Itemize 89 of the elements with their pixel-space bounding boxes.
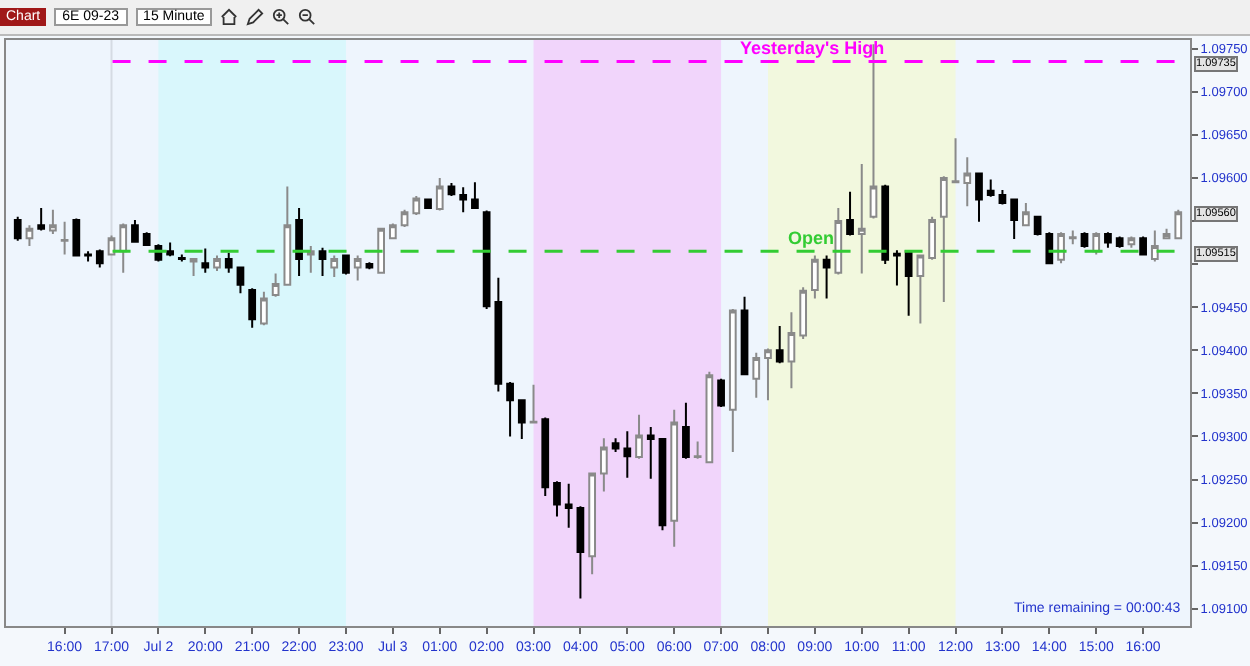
- candlestick: [775, 325, 784, 365]
- candlestick: [1127, 235, 1136, 249]
- candlestick: [682, 401, 690, 460]
- candlestick: [435, 176, 444, 212]
- candlestick: [37, 207, 46, 232]
- candlestick: [529, 383, 538, 425]
- candlestick: [342, 253, 350, 276]
- candlestick: [740, 295, 749, 377]
- candlestick: [646, 425, 655, 480]
- candlestick: [787, 311, 796, 390]
- candlestick: [623, 430, 632, 479]
- ref-line-label: Yesterday's High: [740, 38, 885, 58]
- candlestick: [893, 249, 901, 287]
- candlestick: [318, 246, 327, 278]
- candlestick: [201, 247, 210, 274]
- candlestick: [1115, 235, 1124, 249]
- candlestick: [49, 208, 57, 235]
- candlestick: [330, 254, 339, 278]
- candlestick: [553, 480, 561, 518]
- candlestick: [1150, 229, 1159, 263]
- candlestick: [95, 248, 104, 269]
- candlestick: [670, 408, 679, 548]
- candlestick: [25, 224, 34, 247]
- candlestick: [588, 471, 597, 576]
- candlestick: [13, 215, 22, 242]
- ref-line-label: Open: [788, 228, 835, 248]
- candlestick: [213, 254, 221, 272]
- candlestick: [998, 188, 1007, 206]
- candlestick: [1174, 208, 1183, 241]
- candlestick: [728, 307, 737, 453]
- candlestick: [177, 253, 186, 263]
- candlestick: [353, 254, 362, 282]
- candlestick: [857, 163, 866, 275]
- candlestick: [752, 351, 761, 399]
- candlestick: [1045, 231, 1054, 266]
- candlestick: [916, 253, 925, 325]
- candlestick: [377, 226, 385, 275]
- candlestick: [986, 178, 995, 198]
- candlestick: [60, 220, 69, 256]
- candlestick: [459, 186, 468, 214]
- candlestick: [541, 416, 550, 497]
- candlestick: [236, 265, 245, 295]
- candlestick: [224, 251, 233, 274]
- candlestick: [306, 244, 315, 274]
- candlestick: [576, 505, 585, 600]
- candlestick: [84, 250, 92, 263]
- candlestick: [599, 437, 608, 493]
- candlestick: [693, 440, 702, 460]
- candlestick: [799, 286, 808, 341]
- candlestick: [635, 413, 643, 460]
- candlestick: [834, 207, 843, 276]
- candlestick: [506, 381, 514, 438]
- candlestick: [119, 222, 128, 274]
- candlestick: [517, 398, 526, 440]
- candlestick: [717, 377, 725, 409]
- candlestick: [658, 437, 667, 532]
- candlestick: [72, 217, 81, 258]
- candlestick: [412, 194, 421, 216]
- candlestick: [131, 219, 139, 244]
- candlestick: [611, 437, 620, 453]
- candlestick: [705, 370, 714, 465]
- candlestick: [424, 197, 432, 210]
- candlestick: [142, 231, 151, 247]
- candlestick: [928, 215, 936, 261]
- candlestick: [822, 254, 831, 300]
- candlestick: [846, 190, 854, 237]
- candlestick: [963, 156, 972, 208]
- candlestick: [811, 254, 819, 300]
- candlestick: [939, 175, 948, 303]
- candlestick: [764, 347, 772, 402]
- candlestick: [1104, 231, 1112, 249]
- candlestick: [951, 137, 960, 185]
- candlestick: [189, 257, 198, 278]
- candlestick: [1010, 197, 1019, 241]
- candlestick: [1092, 231, 1101, 256]
- candlestick: [881, 183, 890, 266]
- candlestick: [471, 181, 479, 210]
- candlestick: [564, 482, 573, 529]
- candlestick: [166, 241, 174, 258]
- candlestick: [975, 171, 983, 223]
- candlestick: [388, 222, 397, 241]
- candlestick: [1068, 229, 1077, 246]
- candlestick: [904, 250, 913, 317]
- candlestick: [365, 261, 374, 271]
- candlestick: [295, 207, 303, 278]
- candlestick: [1139, 235, 1147, 257]
- candlestick: [248, 287, 257, 329]
- candlestick: [260, 290, 268, 327]
- candlestick: [1022, 201, 1030, 228]
